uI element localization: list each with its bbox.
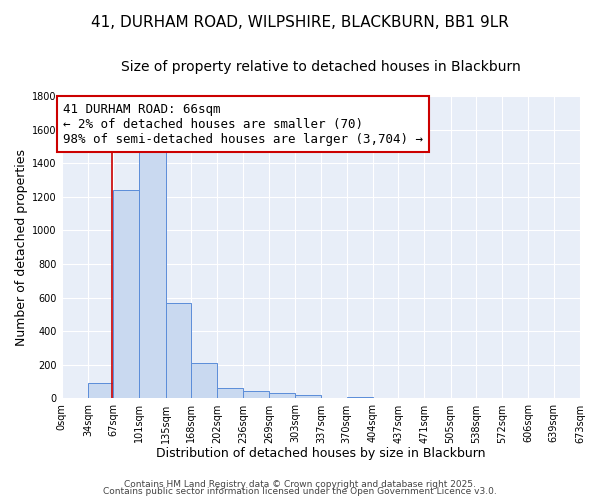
Text: 41 DURHAM ROAD: 66sqm
← 2% of detached houses are smaller (70)
98% of semi-detac: 41 DURHAM ROAD: 66sqm ← 2% of detached h… (63, 102, 423, 146)
Text: 41, DURHAM ROAD, WILPSHIRE, BLACKBURN, BB1 9LR: 41, DURHAM ROAD, WILPSHIRE, BLACKBURN, B… (91, 15, 509, 30)
Bar (269, 394, 295, 398)
Bar (295, 395, 321, 398)
Bar (166, 302, 191, 398)
Y-axis label: Number of detached properties: Number of detached properties (15, 148, 28, 346)
Bar (244, 390, 269, 398)
Text: Contains HM Land Registry data © Crown copyright and database right 2025.: Contains HM Land Registry data © Crown c… (124, 480, 476, 489)
Text: Contains public sector information licensed under the Open Government Licence v3: Contains public sector information licen… (103, 487, 497, 496)
Bar (217, 388, 244, 398)
Bar (139, 144, 166, 398)
Bar (191, 363, 217, 398)
Bar (113, 190, 139, 398)
Title: Size of property relative to detached houses in Blackburn: Size of property relative to detached ho… (121, 60, 521, 74)
Bar (88, 382, 113, 398)
X-axis label: Distribution of detached houses by size in Blackburn: Distribution of detached houses by size … (156, 447, 485, 460)
